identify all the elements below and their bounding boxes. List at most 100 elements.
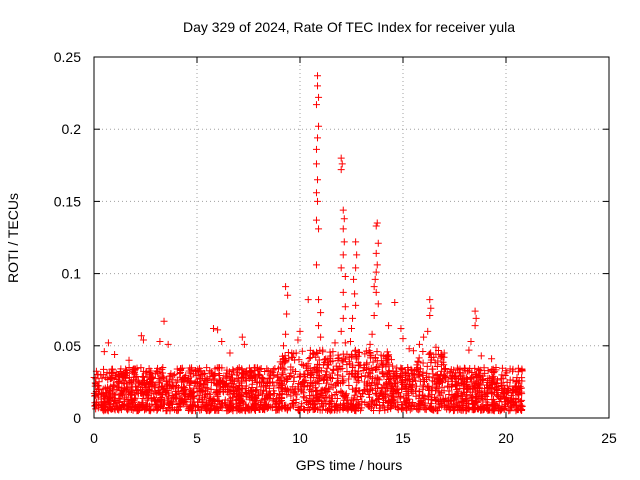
data-point: [391, 370, 399, 378]
data-point: [427, 304, 435, 312]
data-point: [299, 393, 307, 401]
data-point: [501, 385, 509, 393]
data-point: [154, 386, 162, 394]
data-point: [280, 377, 288, 385]
data-point: [214, 326, 222, 334]
data-point: [148, 383, 156, 391]
data-point: [500, 384, 508, 392]
data-point: [460, 364, 468, 372]
data-point: [345, 382, 353, 390]
data-point: [363, 382, 371, 390]
data-point: [497, 406, 505, 414]
data-point: [142, 404, 150, 412]
data-point: [351, 391, 359, 399]
y-tick-label: 0.25: [54, 49, 81, 65]
data-point: [435, 402, 443, 410]
data-point: [465, 346, 473, 354]
data-point: [276, 395, 284, 403]
data-point: [351, 290, 359, 298]
data-point: [315, 396, 323, 404]
data-point: [464, 385, 472, 393]
data-point: [346, 337, 354, 345]
data-point: [463, 381, 471, 389]
data-point: [413, 404, 421, 412]
data-point: [246, 394, 254, 402]
data-point: [337, 388, 345, 396]
data-point: [467, 373, 475, 381]
data-point: [314, 197, 322, 205]
y-tick-label: 0.15: [54, 193, 81, 209]
data-point: [160, 317, 168, 325]
data-point: [144, 392, 152, 400]
data-point: [155, 379, 163, 387]
data-point: [509, 376, 517, 384]
data-point: [236, 399, 244, 407]
data-point: [339, 225, 347, 233]
data-point: [493, 391, 501, 399]
data-point: [146, 405, 154, 413]
data-point: [127, 391, 135, 399]
data-point: [397, 378, 405, 386]
data-point: [290, 387, 298, 395]
data-point: [402, 371, 410, 379]
data-point: [152, 401, 160, 409]
data-point: [500, 390, 508, 398]
data-point: [470, 378, 478, 386]
data-point: [226, 404, 234, 412]
data-point: [242, 375, 250, 383]
data-point: [306, 382, 314, 390]
data-point: [214, 397, 222, 405]
data-point: [233, 395, 241, 403]
data-point: [315, 225, 323, 233]
data-point: [508, 403, 516, 411]
data-point: [368, 400, 376, 408]
data-point: [289, 399, 297, 407]
data-point: [215, 370, 223, 378]
data-point: [211, 365, 219, 373]
data-point: [207, 385, 215, 393]
data-point: [458, 401, 466, 409]
data-point: [387, 356, 395, 364]
data-point: [404, 363, 412, 371]
data-point: [369, 374, 377, 382]
data-point: [195, 391, 203, 399]
data-point: [506, 365, 514, 373]
data-point: [129, 388, 137, 396]
data-point: [421, 401, 429, 409]
data-point: [439, 374, 447, 382]
data-point: [108, 374, 116, 382]
data-point: [168, 391, 176, 399]
data-point: [282, 283, 290, 291]
data-point: [514, 368, 522, 376]
data-point: [398, 365, 406, 373]
data-point: [122, 393, 130, 401]
data-point: [125, 356, 133, 364]
data-point: [317, 309, 325, 317]
data-point: [416, 391, 424, 399]
data-point: [304, 367, 312, 375]
data-point: [298, 360, 306, 368]
data-point: [337, 264, 345, 272]
data-point: [426, 350, 434, 358]
data-point: [120, 379, 128, 387]
data-point: [263, 393, 271, 401]
data-point: [397, 392, 405, 400]
data-point: [427, 405, 435, 413]
data-point: [251, 374, 259, 382]
data-point: [503, 369, 511, 377]
data-point: [93, 381, 101, 389]
grid-lines: [94, 57, 609, 418]
data-point: [343, 368, 351, 376]
data-point: [105, 385, 113, 393]
data-point: [465, 405, 473, 413]
y-axis-label: ROTI / TECUs: [5, 193, 21, 283]
data-point: [176, 373, 184, 381]
y-tick-label: 0.05: [54, 338, 81, 354]
data-point: [345, 375, 353, 383]
data-point: [366, 352, 374, 360]
data-point: [380, 404, 388, 412]
data-point: [203, 364, 211, 372]
data-point: [308, 370, 316, 378]
data-point: [484, 384, 492, 392]
data-point: [314, 406, 322, 414]
